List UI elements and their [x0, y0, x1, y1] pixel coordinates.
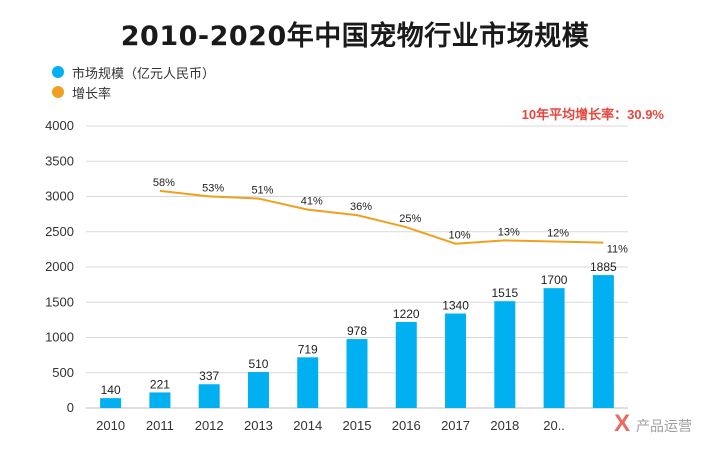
bar-data-label: 719	[298, 342, 318, 356]
bar-data-label: 221	[150, 377, 170, 391]
x-tick-label: 2017	[441, 418, 470, 433]
bar-data-label: 1220	[393, 307, 420, 321]
growth-rate-label: 12%	[547, 228, 569, 240]
growth-rate-label: 36%	[350, 201, 372, 213]
growth-rate-label: 10%	[449, 230, 471, 242]
x-tick-label: 2016	[392, 418, 421, 433]
y-tick-label: 3500	[45, 153, 74, 168]
bar	[395, 321, 417, 408]
y-tick-label: 500	[52, 365, 74, 380]
y-tick-label: 1000	[45, 330, 74, 345]
bar-data-label: 1515	[491, 286, 518, 300]
bar-data-label: 1700	[541, 273, 568, 287]
x-tick-label: 2018	[490, 418, 519, 433]
watermark-text: 产品运营	[636, 418, 692, 434]
bar	[543, 288, 565, 408]
bar	[494, 301, 516, 408]
y-tick-label: 2500	[45, 224, 74, 239]
bar	[592, 275, 614, 408]
y-tick-label: 3000	[45, 189, 74, 204]
bar	[100, 398, 122, 408]
x-tick-label: 2015	[343, 418, 372, 433]
bar-data-label: 978	[347, 324, 367, 338]
x-tick-label: 2013	[244, 418, 273, 433]
bar-data-label: 1340	[442, 299, 469, 313]
growth-rate-line	[159, 189, 604, 245]
x-tick-label: 2011	[146, 418, 174, 433]
bar	[247, 372, 269, 408]
y-tick-label: 0	[67, 400, 74, 415]
growth-rate-label: 41%	[301, 196, 323, 208]
watermark: X 产品运营	[614, 410, 692, 438]
bar	[445, 313, 467, 408]
growth-rate-label: 58%	[153, 177, 175, 189]
y-tick-label: 2000	[45, 259, 74, 274]
legend-label-growth-rate: 增长率	[72, 85, 112, 101]
legend-swatch-growth-rate	[52, 86, 64, 98]
legend-swatch-market-size	[52, 66, 64, 78]
legend-item-market-size: 市场规模（亿元人民币）	[52, 62, 215, 82]
x-tick-label: 20..	[543, 418, 565, 433]
legend-item-growth-rate: 增长率	[52, 82, 215, 102]
growth-rate-label: 53%	[202, 182, 224, 194]
y-tick-label: 1500	[45, 294, 74, 309]
growth-rate-label: 51%	[251, 185, 273, 197]
bar-data-label: 510	[248, 357, 268, 371]
bar-data-label: 337	[199, 369, 219, 383]
bar	[149, 392, 171, 408]
growth-rate-label: 11%	[607, 244, 628, 256]
growth-rate-label: 13%	[498, 226, 520, 238]
bar-data-label: 1885	[590, 260, 617, 274]
x-tick-label: 2010	[96, 418, 125, 433]
chart-title: 2010-2020年中国宠物行业市场规模	[120, 21, 590, 52]
x-tick-label: 2012	[195, 418, 224, 433]
bar-data-label: 140	[101, 383, 121, 397]
growth-rate-label: 25%	[399, 213, 421, 225]
bar	[346, 339, 368, 408]
x-tick-label: 2014	[293, 418, 322, 433]
bar	[297, 357, 319, 408]
bar	[198, 384, 220, 408]
legend-label-market-size: 市场规模（亿元人民币）	[72, 65, 216, 81]
average-growth-note: 10年平均增长率：30.9%	[521, 107, 664, 122]
y-tick-label: 4000	[45, 118, 74, 133]
chart-legend: 市场规模（亿元人民币） 增长率	[52, 62, 215, 102]
watermark-logo-icon: X	[614, 410, 631, 437]
